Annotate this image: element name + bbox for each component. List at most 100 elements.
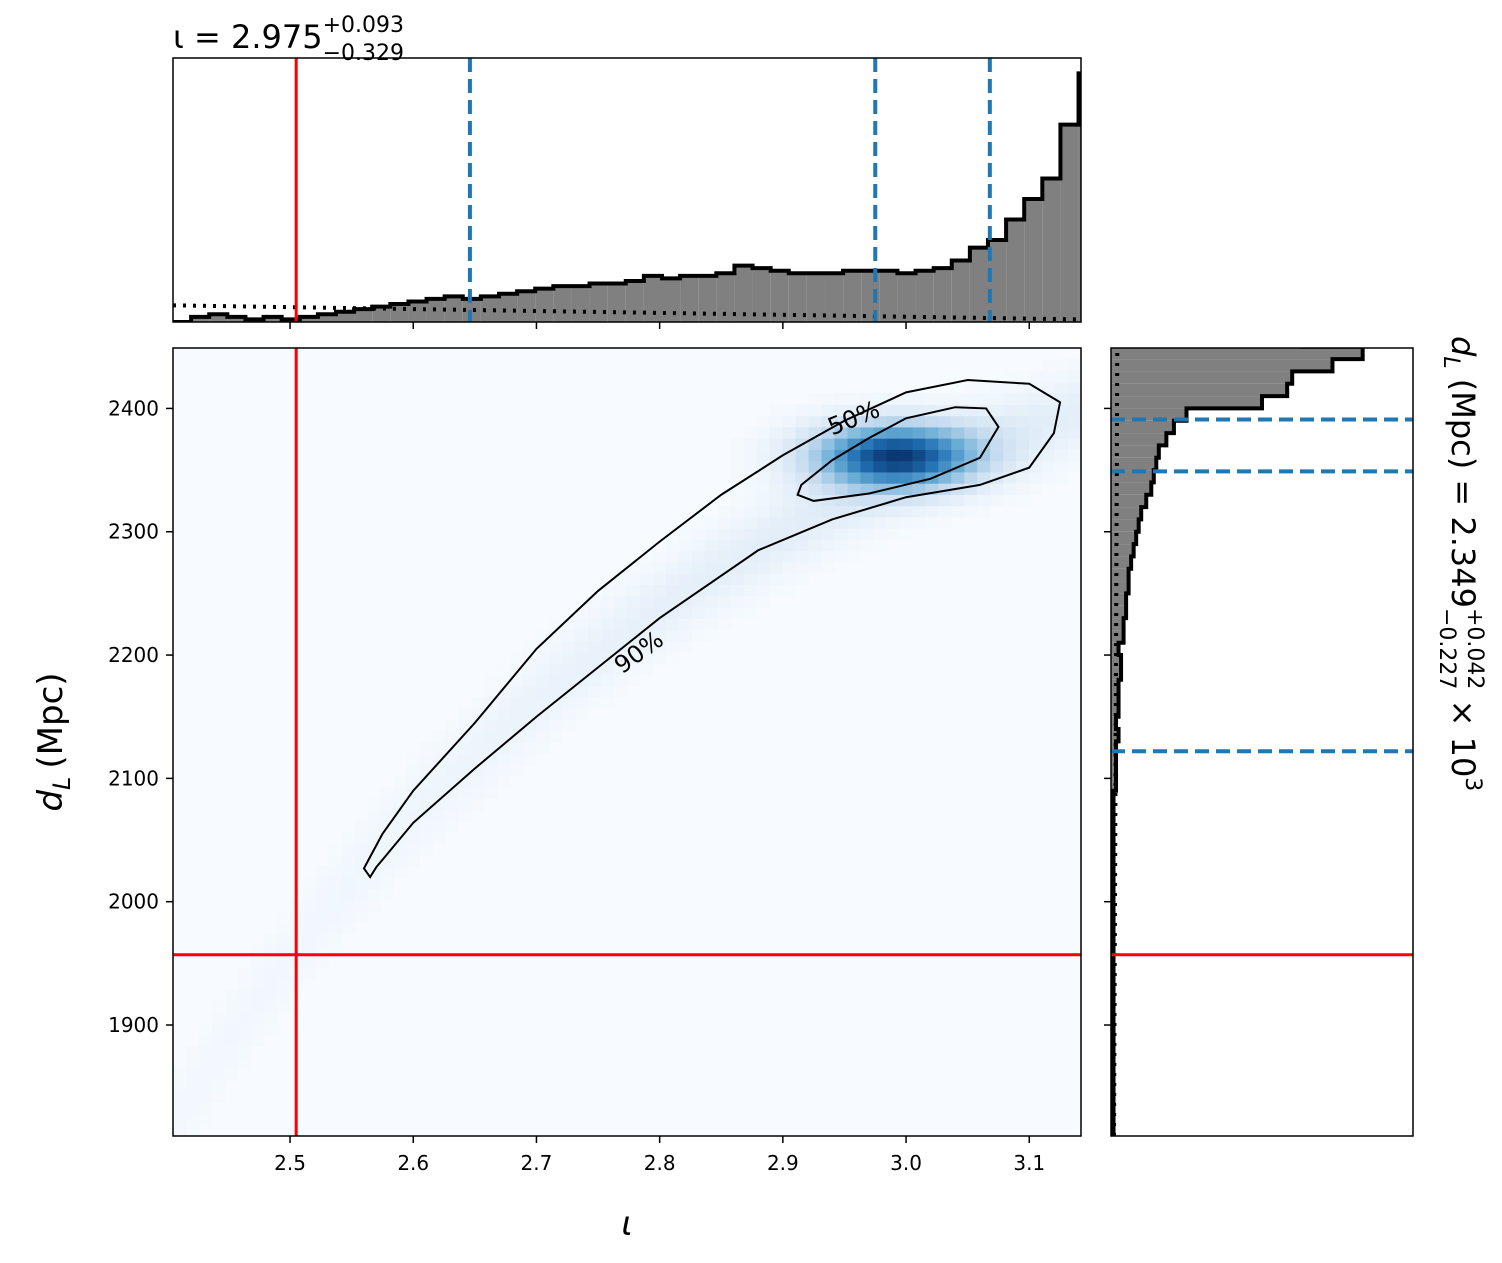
density-cell — [341, 899, 356, 912]
density-cell — [938, 460, 952, 473]
density-cell — [808, 449, 823, 462]
density-cell — [964, 381, 978, 394]
right-hist-bar — [1111, 334, 1302, 346]
density-cell — [1068, 460, 1081, 473]
density-cell — [834, 438, 849, 450]
density-cell — [834, 483, 849, 495]
density-cell — [743, 516, 758, 529]
density-cell — [237, 1045, 252, 1058]
density-cell — [665, 640, 680, 653]
top-hist-bar — [1115, 66, 1133, 322]
density-cell — [341, 832, 356, 844]
density-cell — [756, 505, 771, 518]
density-cell — [834, 494, 849, 507]
top-marginal-panel: ι = 2.975+0.093 −0.329 — [172, 13, 1296, 329]
right-hist-bar — [1111, 766, 1117, 779]
density-cell — [808, 393, 823, 405]
density-cell — [912, 449, 926, 462]
density-cell — [614, 640, 628, 653]
density-cell — [419, 843, 434, 856]
density-cell — [990, 393, 1004, 405]
density-cell — [588, 651, 602, 664]
density-cell — [834, 471, 849, 484]
density-cell — [834, 393, 849, 405]
top-hist-bar — [1223, 284, 1241, 322]
density-cell — [1055, 426, 1069, 439]
top-hist-bar — [535, 288, 554, 322]
density-cell — [756, 584, 771, 597]
density-cell — [912, 483, 926, 495]
density-cell — [419, 798, 434, 811]
density-cell — [912, 404, 926, 417]
density-cell — [730, 483, 745, 495]
density-cell — [730, 606, 745, 619]
density-cell — [1068, 438, 1081, 450]
top-hist-bar — [933, 268, 952, 322]
density-cell — [990, 483, 1004, 495]
density-cell — [406, 854, 421, 867]
density-cell — [211, 1068, 226, 1081]
top-hist-bar — [625, 280, 644, 322]
density-cell — [237, 1012, 252, 1025]
density-cell — [627, 573, 641, 585]
density-cell — [860, 426, 875, 439]
density-cell — [315, 888, 330, 901]
density-cell — [575, 708, 589, 721]
density-cell — [328, 877, 343, 889]
density-cell — [977, 381, 991, 394]
density-cell — [627, 629, 641, 642]
right-hist-bar — [1111, 383, 1288, 397]
density-cell — [756, 438, 771, 450]
top-hist-bar — [1151, 132, 1169, 322]
density-cell — [1029, 393, 1043, 405]
density-cell — [354, 899, 369, 912]
density-cell — [328, 843, 343, 856]
top-prior-line — [173, 303, 1081, 322]
density-cell — [627, 606, 641, 619]
density-cell — [795, 505, 810, 518]
density-cell — [627, 640, 641, 653]
density-cell — [328, 865, 343, 878]
density-cell — [549, 719, 563, 732]
density-cell — [873, 471, 888, 484]
main-x-tick-label: 2.9 — [767, 1151, 799, 1175]
density-cell — [691, 629, 706, 642]
density-cell — [497, 775, 511, 788]
density-cell — [795, 415, 810, 428]
density-cell — [873, 415, 888, 428]
density-cell — [1042, 393, 1056, 405]
density-cell — [588, 606, 602, 619]
density-cell — [704, 550, 719, 563]
density-cell — [523, 708, 537, 721]
density-cell — [886, 516, 900, 529]
density-cell — [808, 561, 823, 574]
density-cell — [471, 742, 485, 754]
density-cell — [276, 955, 291, 968]
density-cell — [899, 426, 913, 439]
density-cell — [964, 426, 978, 439]
density-cell — [419, 787, 434, 799]
density-cell — [315, 955, 330, 968]
density-cell — [977, 471, 991, 484]
density-cell — [185, 1045, 200, 1058]
density-cell — [1042, 426, 1056, 439]
density-cell — [925, 494, 939, 507]
density-cell — [782, 483, 797, 495]
density-cell — [1016, 471, 1030, 484]
density-cell — [964, 505, 978, 518]
density-cell — [601, 685, 615, 698]
density-cell — [1055, 404, 1069, 417]
density-cell — [173, 1068, 187, 1081]
density-cell — [691, 618, 706, 631]
top-hist-bar — [1278, 317, 1296, 322]
density-cell — [328, 933, 343, 946]
density-cell — [315, 877, 330, 889]
top-hist-bar — [1205, 240, 1223, 322]
density-cell — [951, 393, 965, 405]
density-cell — [224, 1000, 239, 1013]
density-cell — [704, 584, 719, 597]
density-cell — [821, 460, 836, 473]
density-cell — [367, 809, 382, 822]
density-cell — [821, 438, 836, 450]
